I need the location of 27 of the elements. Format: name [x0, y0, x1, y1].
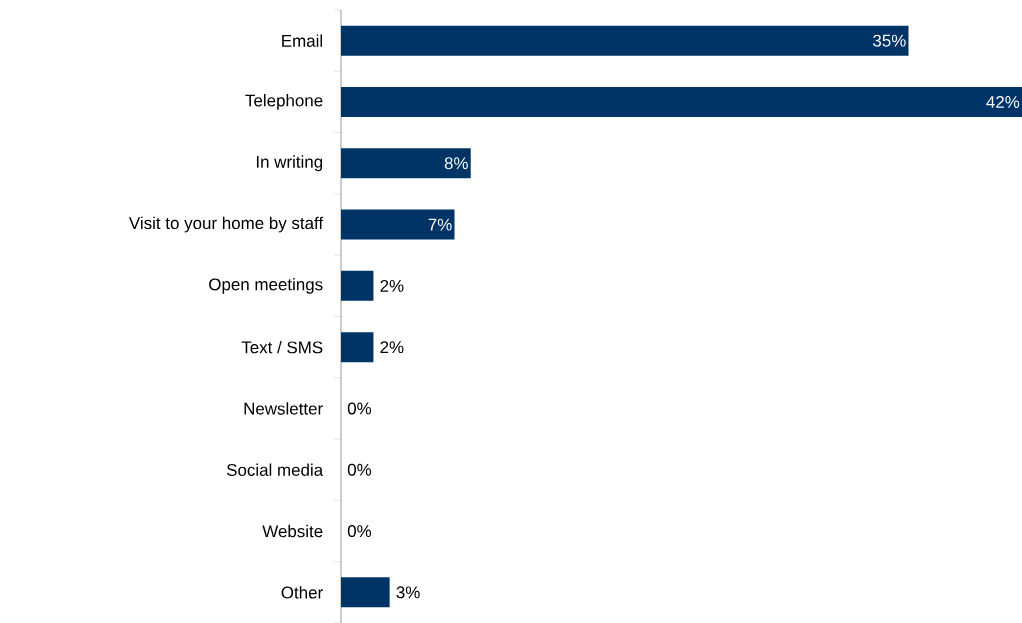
bar [341, 86, 1022, 117]
data-label: 35% [873, 34, 906, 47]
y-tick-label: In writing [256, 155, 323, 172]
y-tick-label: Telephone [245, 93, 323, 110]
data-label: 7% [428, 218, 452, 231]
bar [341, 209, 455, 240]
data-label: 42% [986, 95, 1020, 108]
bar [341, 270, 374, 301]
data-label: 2% [380, 279, 404, 292]
y-tick-label: Newsletter [244, 402, 323, 415]
y-tick-label: Email [282, 34, 323, 47]
data-label: 0% [347, 463, 372, 476]
y-tick-label: Website [262, 524, 323, 538]
bar [341, 332, 374, 363]
y-tick-label: Social media [226, 463, 324, 476]
data-label: 0% [347, 402, 372, 415]
y-tick-label: Visit to your home by staff [129, 216, 324, 233]
data-label: 8% [444, 157, 468, 170]
y-tick-label: Other [281, 586, 323, 599]
y-tick-label: Text / SMS [241, 340, 323, 354]
data-label: 3% [396, 586, 420, 599]
bar [341, 577, 390, 608]
bar [341, 148, 471, 179]
bar [341, 25, 909, 56]
data-label: 2% [380, 341, 404, 354]
y-tick-label: Open meetings [209, 277, 323, 294]
data-label: 0% [347, 524, 372, 537]
